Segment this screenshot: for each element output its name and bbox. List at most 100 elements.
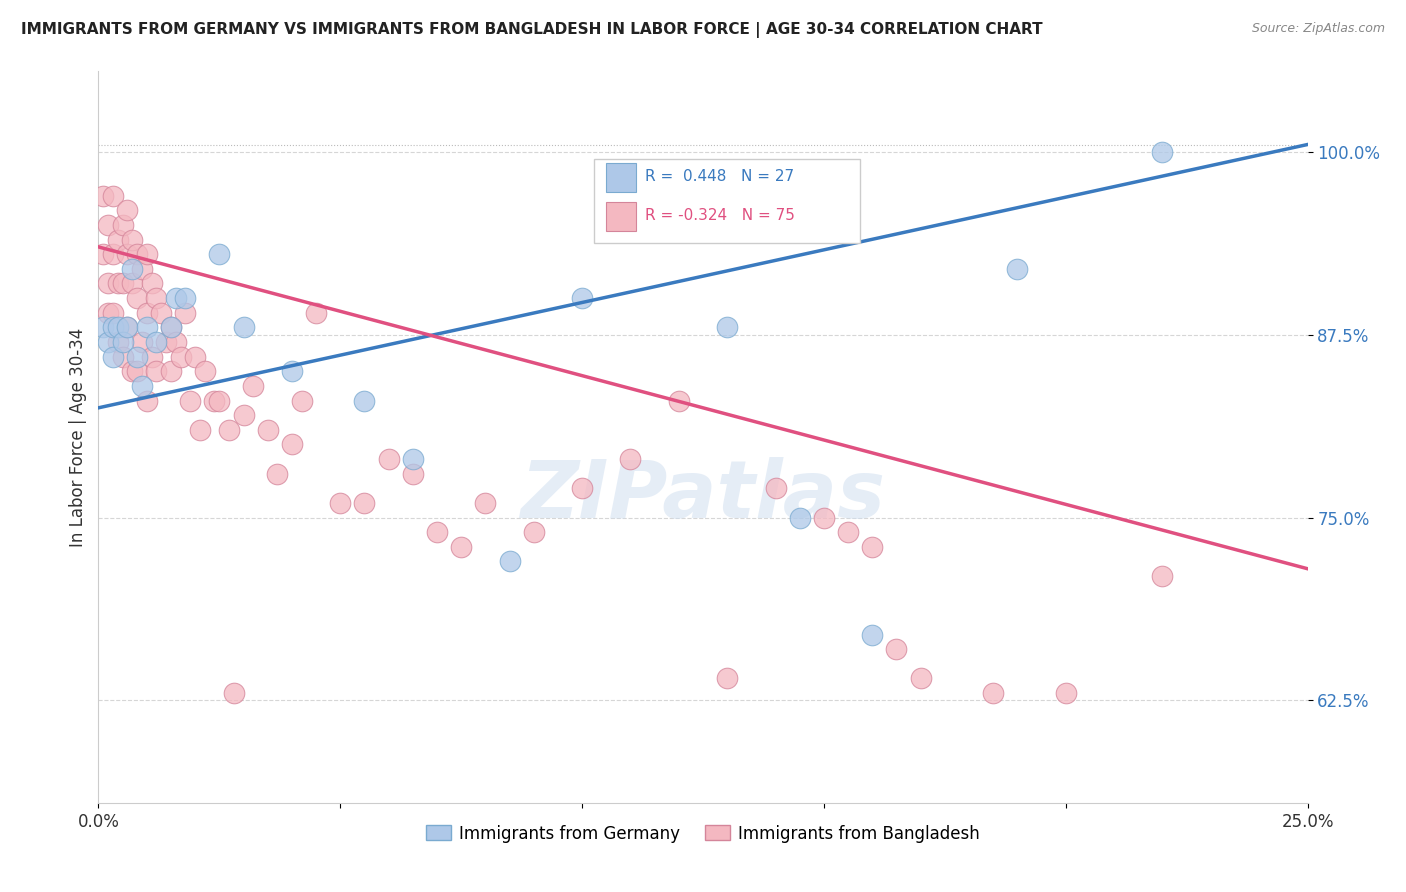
Point xyxy=(101,247,124,261)
Point xyxy=(127,364,149,378)
Point xyxy=(131,379,153,393)
Point xyxy=(222,686,245,700)
Point xyxy=(131,261,153,276)
Point xyxy=(145,364,167,378)
Point xyxy=(1152,569,1174,583)
Point xyxy=(789,510,811,524)
Point xyxy=(194,364,217,378)
Point xyxy=(1152,145,1174,159)
Point xyxy=(232,320,254,334)
Point xyxy=(111,277,134,291)
Point xyxy=(135,320,157,334)
Point xyxy=(111,334,134,349)
Point xyxy=(716,320,738,334)
FancyBboxPatch shape xyxy=(595,159,860,244)
Point xyxy=(837,525,859,540)
Point xyxy=(101,306,124,320)
Text: R = -0.324   N = 75: R = -0.324 N = 75 xyxy=(645,208,794,223)
Point xyxy=(174,306,197,320)
Point xyxy=(204,393,226,408)
Point xyxy=(716,672,738,686)
Point xyxy=(121,364,143,378)
Point xyxy=(860,540,883,554)
Point xyxy=(107,277,129,291)
Point xyxy=(571,291,593,305)
Point xyxy=(135,393,157,408)
Point xyxy=(117,247,139,261)
Point xyxy=(523,525,546,540)
Point xyxy=(160,320,183,334)
Point xyxy=(101,320,124,334)
Point xyxy=(910,672,932,686)
Y-axis label: In Labor Force | Age 30-34: In Labor Force | Age 30-34 xyxy=(69,327,87,547)
Point xyxy=(353,496,375,510)
Point xyxy=(426,525,449,540)
Point xyxy=(117,320,139,334)
Point xyxy=(155,334,177,349)
Point xyxy=(402,467,425,481)
Point xyxy=(179,393,201,408)
FancyBboxPatch shape xyxy=(606,163,637,192)
Point xyxy=(97,306,120,320)
Point xyxy=(1007,261,1029,276)
Point xyxy=(208,247,231,261)
Point xyxy=(145,291,167,305)
Point xyxy=(131,334,153,349)
Point xyxy=(450,540,472,554)
Point xyxy=(281,364,304,378)
Point xyxy=(266,467,288,481)
Point xyxy=(174,291,197,305)
Point xyxy=(160,320,183,334)
Point xyxy=(281,437,304,451)
Point xyxy=(981,686,1004,700)
Point xyxy=(91,320,114,334)
Point xyxy=(571,481,593,495)
Point xyxy=(169,350,191,364)
Text: IMMIGRANTS FROM GERMANY VS IMMIGRANTS FROM BANGLADESH IN LABOR FORCE | AGE 30-34: IMMIGRANTS FROM GERMANY VS IMMIGRANTS FR… xyxy=(21,22,1043,38)
Point xyxy=(121,277,143,291)
Point xyxy=(135,247,157,261)
Point xyxy=(256,423,278,437)
Point xyxy=(91,247,114,261)
Point xyxy=(150,306,173,320)
Point xyxy=(121,261,143,276)
Point xyxy=(97,277,120,291)
Point xyxy=(402,452,425,467)
Point xyxy=(97,218,120,232)
Point xyxy=(208,393,231,408)
Point xyxy=(111,218,134,232)
Point xyxy=(860,627,883,641)
Point xyxy=(377,452,399,467)
Point xyxy=(498,554,520,568)
Text: ZIPatlas: ZIPatlas xyxy=(520,457,886,534)
Point xyxy=(329,496,352,510)
Text: Source: ZipAtlas.com: Source: ZipAtlas.com xyxy=(1251,22,1385,36)
Point xyxy=(184,350,207,364)
Point xyxy=(127,350,149,364)
Point xyxy=(1054,686,1077,700)
Point xyxy=(160,364,183,378)
Text: R =  0.448   N = 27: R = 0.448 N = 27 xyxy=(645,169,794,184)
Point xyxy=(305,306,328,320)
Point xyxy=(117,320,139,334)
Point xyxy=(97,334,120,349)
Point xyxy=(290,393,312,408)
Point xyxy=(619,452,641,467)
Point xyxy=(141,350,163,364)
Point xyxy=(107,233,129,247)
Point xyxy=(232,408,254,422)
Point xyxy=(165,334,187,349)
Point xyxy=(121,233,143,247)
Point xyxy=(117,203,139,218)
Point xyxy=(474,496,496,510)
Point xyxy=(127,247,149,261)
Point xyxy=(141,277,163,291)
Point xyxy=(111,350,134,364)
Point xyxy=(135,306,157,320)
Point xyxy=(101,188,124,202)
Point xyxy=(101,350,124,364)
Point xyxy=(218,423,240,437)
Point xyxy=(107,334,129,349)
Point xyxy=(127,291,149,305)
Point xyxy=(145,334,167,349)
